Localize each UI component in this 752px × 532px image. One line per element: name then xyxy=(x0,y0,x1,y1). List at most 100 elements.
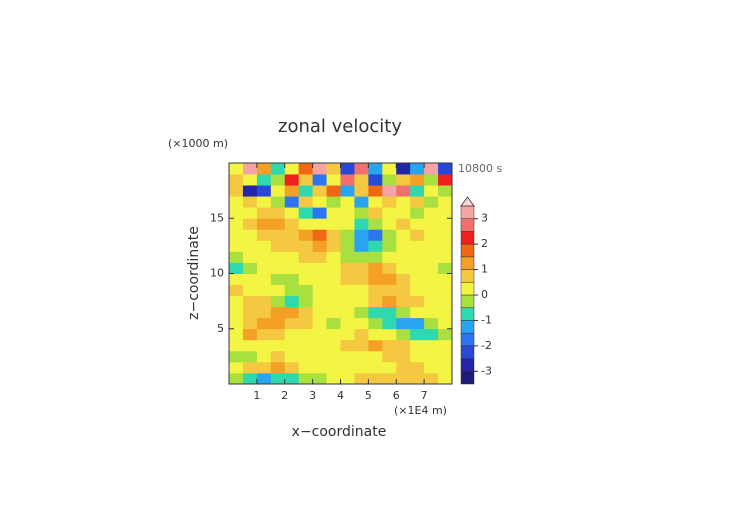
contour-cell xyxy=(368,251,383,263)
colorbar-band xyxy=(460,218,475,232)
y-tick-label: 5 xyxy=(217,322,224,335)
contour-cell xyxy=(438,339,453,352)
contour-cell xyxy=(326,251,341,263)
colorbar-tick-label: -3 xyxy=(481,364,492,377)
contour-cell xyxy=(270,163,286,175)
contour-cell xyxy=(270,350,286,363)
contour-cell xyxy=(340,218,355,230)
contour-cell xyxy=(438,273,453,285)
contour-cell xyxy=(284,163,300,175)
contour-cell xyxy=(312,262,327,274)
contour-cell xyxy=(270,361,286,374)
contour-cell xyxy=(298,196,314,208)
contour-cell xyxy=(270,207,286,219)
contour-cell xyxy=(354,372,369,385)
contour-cell xyxy=(326,339,341,352)
contour-cell xyxy=(256,185,272,197)
contour-cell xyxy=(326,284,341,296)
contour-cell xyxy=(229,361,244,374)
contour-cell xyxy=(242,262,258,274)
contour-cell xyxy=(312,372,327,385)
contour-cell xyxy=(368,372,383,385)
contour-cell xyxy=(270,284,286,296)
contour-cell xyxy=(256,163,272,175)
colorbar-band xyxy=(460,294,475,308)
contour-cell xyxy=(256,317,272,330)
contour-cell xyxy=(242,218,258,230)
contour-cell xyxy=(229,262,244,274)
contour-cell xyxy=(396,317,411,330)
contour-cell xyxy=(382,284,397,296)
contour-cell xyxy=(354,174,369,186)
contour-cell xyxy=(368,163,383,175)
contour-cell xyxy=(229,185,244,197)
contour-cell xyxy=(340,163,355,175)
contour-cell xyxy=(256,218,272,230)
contour-cell xyxy=(326,372,341,385)
contour-cell xyxy=(242,328,258,341)
contour-cell xyxy=(438,229,453,241)
contour-cell xyxy=(410,174,425,186)
contour-cell xyxy=(354,163,369,175)
contour-cell xyxy=(410,339,425,352)
contour-cell xyxy=(229,218,244,230)
x-tick-label: 4 xyxy=(337,389,344,402)
contour-cell xyxy=(256,174,272,186)
contour-cell xyxy=(229,273,244,285)
contour-cell xyxy=(256,372,272,385)
contour-cell xyxy=(229,240,244,252)
contour-cell xyxy=(354,350,369,363)
contour-cell xyxy=(340,174,355,186)
colorbar-band xyxy=(460,256,475,270)
contour-cell xyxy=(312,295,327,308)
contour-cell xyxy=(242,240,258,252)
contour-cell xyxy=(340,284,355,296)
contour-cell xyxy=(242,339,258,352)
contour-cell xyxy=(368,328,383,341)
contour-cell xyxy=(410,218,425,230)
contour-cell xyxy=(424,295,439,308)
contour-cell xyxy=(298,328,314,341)
contour-cell xyxy=(410,207,425,219)
contour-cell xyxy=(424,240,439,252)
contour-cell xyxy=(284,262,300,274)
contour-cell xyxy=(242,196,258,208)
contour-cell xyxy=(396,295,411,308)
contour-cell xyxy=(340,328,355,341)
x-tick-label: 5 xyxy=(365,389,372,402)
contour-cell xyxy=(312,306,327,319)
contour-cell xyxy=(368,317,383,330)
colorbar-tick-label: 1 xyxy=(481,263,488,276)
contour-cell xyxy=(382,218,397,230)
contour-cell xyxy=(368,339,383,352)
contour-cell xyxy=(256,328,272,341)
contour-cell xyxy=(438,284,453,296)
contour-cell xyxy=(284,229,300,241)
contour-cell xyxy=(229,163,244,175)
contour-cell xyxy=(340,229,355,241)
contour-cell xyxy=(229,295,244,308)
contour-cell xyxy=(410,262,425,274)
contour-cell xyxy=(424,372,439,385)
y-tick-label: 15 xyxy=(210,211,224,224)
chart-title: zonal velocity xyxy=(278,116,402,137)
contour-cell xyxy=(368,229,383,241)
contour-cell xyxy=(396,262,411,274)
contour-cell xyxy=(270,218,286,230)
contour-cell xyxy=(326,229,341,241)
contour-cell xyxy=(340,196,355,208)
contour-cell xyxy=(242,306,258,319)
contour-cell xyxy=(229,350,244,363)
contour-cell xyxy=(326,295,341,308)
contour-cell xyxy=(368,262,383,274)
contour-cell xyxy=(298,207,314,219)
contour-cell xyxy=(410,295,425,308)
contour-cell xyxy=(256,284,272,296)
contour-cell xyxy=(424,284,439,296)
contour-cell xyxy=(438,372,453,385)
colorbar-band xyxy=(460,345,475,359)
contour-cell xyxy=(284,196,300,208)
contour-cell xyxy=(326,262,341,274)
contour-cell xyxy=(270,328,286,341)
contour-cell xyxy=(298,163,314,175)
